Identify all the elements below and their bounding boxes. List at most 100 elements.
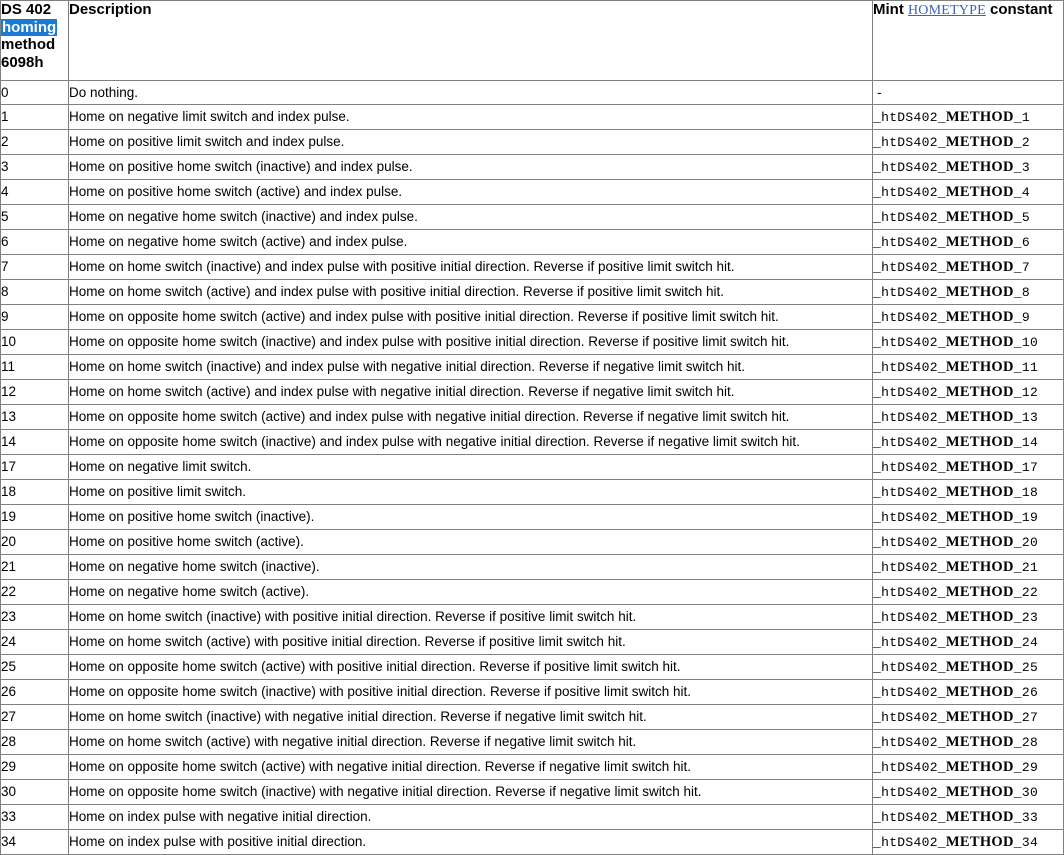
cell-description: Home on negative home switch (active). bbox=[68, 579, 873, 605]
constant-prefix: _htDS402_ bbox=[873, 335, 946, 350]
constant-suffix: _13 bbox=[1013, 410, 1039, 425]
cell-method-number: 34 bbox=[0, 829, 69, 855]
cell-method-number: 30 bbox=[0, 779, 69, 805]
table-row: 13 Home on opposite home switch (active) … bbox=[0, 404, 1064, 430]
cell-description: Home on home switch (inactive) with posi… bbox=[68, 604, 873, 630]
cell-description: Home on positive home switch (inactive) … bbox=[68, 154, 873, 180]
constant-method-word: METHOD bbox=[945, 184, 1014, 200]
cell-description: Home on home switch (inactive) and index… bbox=[68, 354, 873, 380]
cell-method-number: 24 bbox=[0, 629, 69, 655]
cell-mint-constant: _htDS402_METHOD_33 bbox=[872, 804, 1064, 830]
cell-description: Home on negative home switch (inactive) … bbox=[68, 204, 873, 230]
constant-prefix: _htDS402_ bbox=[873, 235, 946, 250]
cell-description: Home on positive home switch (active). bbox=[68, 529, 873, 555]
table-row: 33 Home on index pulse with negative init… bbox=[0, 804, 1064, 830]
cell-method-number: 11 bbox=[0, 354, 69, 380]
cell-method-number: 3 bbox=[0, 154, 69, 180]
cell-description: Home on opposite home switch (active) wi… bbox=[68, 754, 873, 780]
cell-method-number: 7 bbox=[0, 254, 69, 280]
constant-suffix: _8 bbox=[1013, 285, 1030, 300]
table-row: 1 Home on negative limit switch and index… bbox=[0, 104, 1064, 130]
cell-description: Home on positive home switch (inactive). bbox=[68, 504, 873, 530]
constant-method-word: METHOD bbox=[945, 609, 1014, 625]
table-row: 5 Home on negative home switch (inactive)… bbox=[0, 204, 1064, 230]
table-row: 8 Home on home switch (active) and index … bbox=[0, 279, 1064, 305]
constant-prefix: _htDS402_ bbox=[873, 460, 946, 475]
cell-method-number: 20 bbox=[0, 529, 69, 555]
cell-description: Home on home switch (active) with positi… bbox=[68, 629, 873, 655]
cell-method-number: 33 bbox=[0, 804, 69, 830]
constant-suffix: _34 bbox=[1013, 835, 1039, 850]
constant-method-word: METHOD bbox=[945, 634, 1014, 650]
cell-mint-constant: _htDS402_METHOD_5 bbox=[872, 204, 1064, 230]
cell-description: Home on positive limit switch. bbox=[68, 479, 873, 505]
constant-suffix: _28 bbox=[1013, 735, 1039, 750]
constant-suffix: _17 bbox=[1013, 460, 1039, 475]
cell-mint-constant: _htDS402_METHOD_13 bbox=[872, 404, 1064, 430]
constant-suffix: _7 bbox=[1013, 260, 1030, 275]
table-row: 20 Home on positive home switch (active).… bbox=[0, 529, 1064, 555]
constant-prefix: _htDS402_ bbox=[873, 685, 946, 700]
cell-description: Home on home switch (inactive) with nega… bbox=[68, 704, 873, 730]
constant-suffix: _22 bbox=[1013, 585, 1039, 600]
cell-description: Home on positive limit switch and index … bbox=[68, 129, 873, 155]
cell-mint-constant: _htDS402_METHOD_23 bbox=[872, 604, 1064, 630]
table-row: 7 Home on home switch (inactive) and inde… bbox=[0, 254, 1064, 280]
constant-prefix: _htDS402_ bbox=[873, 135, 946, 150]
table-row: 14 Home on opposite home switch (inactive… bbox=[0, 429, 1064, 455]
cell-mint-constant: _htDS402_METHOD_10 bbox=[872, 329, 1064, 355]
table-row: 9 Home on opposite home switch (active) a… bbox=[0, 304, 1064, 330]
hometype-link[interactable]: HOMETYPE bbox=[908, 3, 986, 18]
cell-mint-constant: _htDS402_METHOD_30 bbox=[872, 779, 1064, 805]
table-row: 12 Home on home switch (active) and index… bbox=[0, 379, 1064, 405]
constant-suffix: _27 bbox=[1013, 710, 1039, 725]
cell-description: Home on opposite home switch (inactive) … bbox=[68, 679, 873, 705]
table-row: 27 Home on home switch (inactive) with ne… bbox=[0, 704, 1064, 730]
cell-mint-constant: _htDS402_METHOD_12 bbox=[872, 379, 1064, 405]
table-row: 17 Home on negative limit switch. _htDS402… bbox=[0, 454, 1064, 480]
table-row: 26 Home on opposite home switch (inactive… bbox=[0, 679, 1064, 705]
cell-description: Do nothing. bbox=[68, 80, 873, 105]
cell-description: Home on positive home switch (active) an… bbox=[68, 179, 873, 205]
constant-suffix: _14 bbox=[1013, 435, 1039, 450]
constant-method-word: METHOD bbox=[945, 409, 1014, 425]
constant-prefix: _htDS402_ bbox=[873, 260, 946, 275]
constant-method-word: METHOD bbox=[945, 784, 1014, 800]
cell-description: Home on opposite home switch (active) an… bbox=[68, 304, 873, 330]
cell-description: Home on opposite home switch (active) wi… bbox=[68, 654, 873, 680]
cell-method-number: 21 bbox=[0, 554, 69, 580]
cell-description: Home on index pulse with positive initia… bbox=[68, 829, 873, 855]
constant-method-word: METHOD bbox=[945, 709, 1014, 725]
cell-mint-constant: _htDS402_METHOD_17 bbox=[872, 454, 1064, 480]
cell-description: Home on home switch (inactive) and index… bbox=[68, 254, 873, 280]
cell-mint-constant: _htDS402_METHOD_11 bbox=[872, 354, 1064, 380]
constant-suffix: _33 bbox=[1013, 810, 1039, 825]
table-row: 2 Home on positive limit switch and index… bbox=[0, 129, 1064, 155]
cell-mint-constant: _htDS402_METHOD_19 bbox=[872, 504, 1064, 530]
constant-method-word: METHOD bbox=[945, 484, 1014, 500]
constant-method-word: METHOD bbox=[945, 734, 1014, 750]
constant-method-word: METHOD bbox=[945, 309, 1014, 325]
cell-mint-constant: _htDS402_METHOD_1 bbox=[872, 104, 1064, 130]
column-header-ds402-homing-method: DS 402 homing method 6098h bbox=[0, 0, 69, 81]
constant-prefix: _htDS402_ bbox=[873, 410, 946, 425]
constant-suffix: _2 bbox=[1013, 135, 1030, 150]
constant-method-word: METHOD bbox=[945, 159, 1014, 175]
cell-description: Home on opposite home switch (inactive) … bbox=[68, 429, 873, 455]
header-line-ds402: DS 402 bbox=[1, 1, 52, 18]
cell-description: Home on negative limit switch and index … bbox=[68, 104, 873, 130]
header-constant-suffix: constant bbox=[990, 1, 1053, 18]
cell-mint-constant: _htDS402_METHOD_9 bbox=[872, 304, 1064, 330]
cell-method-number: 1 bbox=[0, 104, 69, 130]
cell-description: Home on index pulse with negative initia… bbox=[68, 804, 873, 830]
constant-suffix: _19 bbox=[1013, 510, 1039, 525]
cell-mint-constant: _htDS402_METHOD_20 bbox=[872, 529, 1064, 555]
constant-method-word: METHOD bbox=[945, 684, 1014, 700]
constant-suffix: _6 bbox=[1013, 235, 1030, 250]
constant-suffix: _29 bbox=[1013, 760, 1039, 775]
table-row: 25 Home on opposite home switch (active) … bbox=[0, 654, 1064, 680]
constant-suffix: _3 bbox=[1013, 160, 1030, 175]
table-row: 0 Do nothing. - bbox=[0, 80, 1064, 105]
header-mint-prefix: Mint bbox=[873, 1, 904, 18]
constant-method-word: METHOD bbox=[945, 259, 1014, 275]
